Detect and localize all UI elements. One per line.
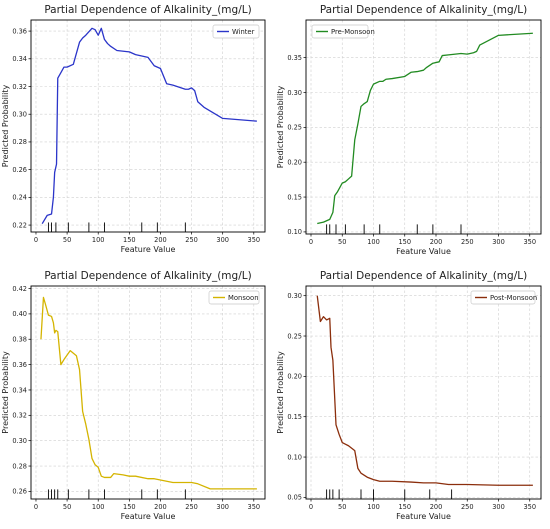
chart-panel-2: 0 50 100 150 200 250 300 350 0.10 0.15 0.20 0.25 0.3… <box>276 4 542 256</box>
x-tick-label: 100 <box>92 503 105 511</box>
x-tick-label: 50 <box>63 503 71 511</box>
x-axis-label: Feature Value <box>121 512 176 521</box>
x-tick-label: 350 <box>523 238 536 246</box>
x-tick-label: 150 <box>123 236 136 244</box>
y-tick-label: 0.05 <box>287 494 302 502</box>
y-tick-label: 0.35 <box>287 54 302 62</box>
legend-box <box>311 24 369 39</box>
x-tick-label: 300 <box>492 503 505 511</box>
x-tick-label: 250 <box>185 503 198 511</box>
y-tick-label: 0.32 <box>12 83 27 91</box>
x-tick-label: 350 <box>248 236 261 244</box>
series-line-monsoon <box>40 296 257 490</box>
x-tick-label: 200 <box>430 503 443 511</box>
legend-label: Monsoon <box>228 294 259 302</box>
legend: Winter <box>212 24 260 39</box>
x-tick-label: 50 <box>63 236 71 244</box>
x-tick-label: 200 <box>154 503 167 511</box>
x-tick-label: 50 <box>338 503 346 511</box>
x-tick-label: 300 <box>492 238 505 246</box>
chart-panel-4: 0 50 100 150 200 250 300 350 0.05 0.10 0.15 0.20 0.2… <box>276 270 542 521</box>
x-tick-label: 300 <box>216 236 229 244</box>
series-line-post-monsoon <box>316 295 533 486</box>
y-tick-label: 0.10 <box>287 228 302 236</box>
series-line-pre-monsoon <box>317 32 533 225</box>
chart-title: Partial Dependence of Alkalinity_(mg/L) <box>44 4 251 16</box>
y-tick-label: 0.28 <box>12 138 27 146</box>
x-tick-label: 250 <box>461 238 474 246</box>
x-tick-label: 50 <box>338 238 346 246</box>
x-tick-label: 200 <box>430 238 443 246</box>
y-tick-label: 0.20 <box>287 373 302 381</box>
x-tick-label: 300 <box>216 503 229 511</box>
legend-label: Post-Monsoon <box>490 294 537 302</box>
plot-frame <box>305 19 542 235</box>
y-axis-label: Predicted Probability <box>1 85 10 168</box>
y-tick-label: 0.34 <box>12 55 27 63</box>
y-tick-label: 0.24 <box>12 194 27 202</box>
legend: Pre-Monsoon <box>311 24 375 39</box>
y-tick-label: 0.30 <box>12 437 27 445</box>
x-tick-label: 150 <box>398 238 411 246</box>
x-tick-label: 350 <box>248 503 261 511</box>
y-tick-label: 0.38 <box>12 336 27 344</box>
y-tick-label: 0.30 <box>12 111 27 119</box>
x-tick-label: 250 <box>185 236 198 244</box>
y-tick-label: 0.26 <box>12 166 27 174</box>
x-tick-label: 0 <box>309 503 313 511</box>
legend-box <box>470 290 536 305</box>
x-tick-label: 0 <box>34 236 38 244</box>
y-tick-label: 0.25 <box>287 124 302 132</box>
legend: Post-Monsoon <box>470 290 537 305</box>
x-tick-label: 350 <box>523 503 536 511</box>
legend-label: Winter <box>232 28 255 36</box>
y-tick-label: 0.34 <box>12 386 27 394</box>
chart-title: Partial Dependence of Alkalinity_(mg/L) <box>320 4 527 16</box>
y-tick-label: 0.20 <box>287 159 302 167</box>
y-tick-label: 0.28 <box>12 462 27 470</box>
chart-title: Partial Dependence of Alkalinity_(mg/L) <box>320 270 527 282</box>
plot-frame <box>30 19 266 233</box>
legend-label: Pre-Monsoon <box>331 28 375 36</box>
x-tick-label: 100 <box>367 503 380 511</box>
y-axis-label: Predicted Probability <box>1 351 10 434</box>
y-tick-label: 0.15 <box>287 413 302 421</box>
chart-panel-3: 0 50 100 150 200 250 300 350 0.26 0.28 0.30 0.32 0.3… <box>1 270 266 521</box>
y-tick-label: 0.30 <box>287 89 302 97</box>
y-tick-label: 0.36 <box>12 27 27 35</box>
x-axis-label: Feature Value <box>396 512 451 521</box>
legend: Monsoon <box>208 290 260 305</box>
plot-frame <box>305 285 542 500</box>
y-axis-label: Predicted Probability <box>276 86 285 169</box>
y-tick-label: 0.25 <box>287 332 302 340</box>
legend-box <box>212 24 260 39</box>
y-tick-label: 0.30 <box>287 292 302 300</box>
y-tick-label: 0.40 <box>12 310 27 318</box>
x-tick-label: 0 <box>309 238 313 246</box>
y-axis-label: Predicted Probability <box>276 351 285 434</box>
legend-box <box>208 290 260 305</box>
x-tick-label: 150 <box>398 503 411 511</box>
plot-frame <box>30 285 266 500</box>
series-line-winter <box>41 27 257 225</box>
y-tick-label: 0.36 <box>12 361 27 369</box>
y-tick-label: 0.26 <box>12 488 27 496</box>
y-tick-label: 0.15 <box>287 193 302 201</box>
y-tick-label: 0.22 <box>12 221 27 229</box>
y-tick-label: 0.42 <box>12 285 27 293</box>
x-tick-label: 150 <box>123 503 136 511</box>
x-tick-label: 200 <box>154 236 167 244</box>
y-tick-label: 0.10 <box>287 453 302 461</box>
x-tick-label: 100 <box>367 238 380 246</box>
x-axis-label: Feature Value <box>396 247 451 256</box>
x-tick-label: 0 <box>34 503 38 511</box>
chart-title: Partial Dependence of Alkalinity_(mg/L) <box>44 270 251 282</box>
x-tick-label: 100 <box>92 236 105 244</box>
y-tick-label: 0.32 <box>12 412 27 420</box>
x-tick-label: 250 <box>461 503 474 511</box>
x-axis-label: Feature Value <box>121 245 176 254</box>
chart-panel-1: 0 50 100 150 200 250 300 350 0.22 0.24 0.26 0.28 0.3… <box>1 4 266 254</box>
